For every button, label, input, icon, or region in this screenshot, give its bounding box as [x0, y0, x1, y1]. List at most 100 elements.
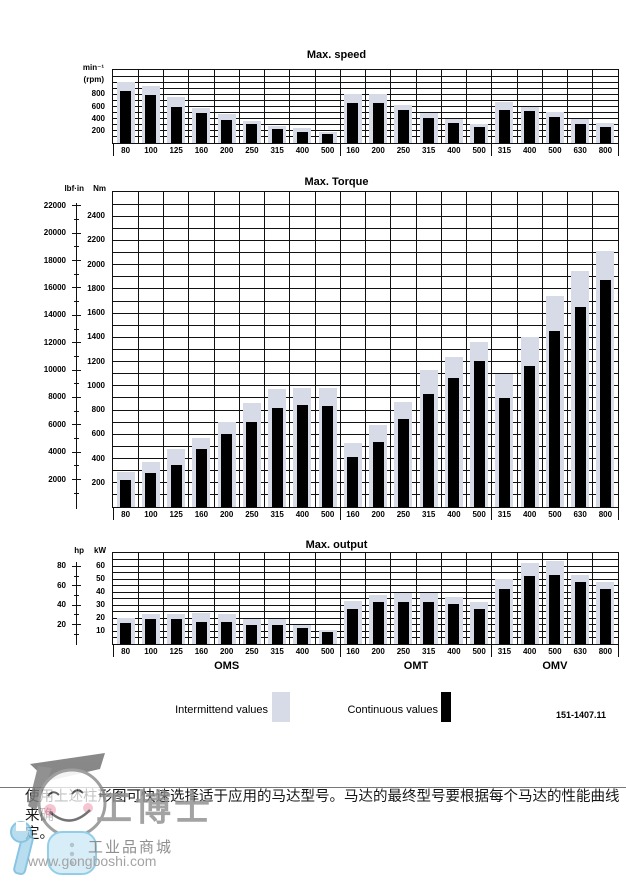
x-tick-label: 315 — [270, 146, 284, 155]
x-tick-label: 250 — [245, 146, 259, 155]
x-tick-label: 250 — [396, 146, 411, 155]
bar-continuous — [473, 361, 485, 507]
bar-continuous — [145, 473, 157, 507]
gridline-v — [213, 70, 215, 143]
y-axis-unit: min⁻¹ — [82, 63, 104, 72]
mascot-cheek-right — [83, 803, 93, 813]
gridline-v — [137, 70, 139, 143]
y-tick-label: 50 — [96, 574, 105, 583]
bar-continuous — [372, 102, 384, 143]
x-tick-label: 125 — [169, 510, 183, 519]
bar-continuous — [195, 621, 207, 644]
gridline-v — [188, 192, 190, 507]
bar-continuous — [120, 623, 132, 644]
x-tick-label: 400 — [295, 146, 310, 155]
y-tick-label: 600 — [91, 101, 105, 111]
x-tick-label: 500 — [472, 647, 486, 656]
bar-continuous — [574, 123, 586, 143]
x-tick-label: 800 — [598, 647, 613, 656]
x-tick-label: 500 — [472, 510, 486, 519]
y-tick-label: 40 — [96, 587, 105, 596]
x-tick-label: 500 — [548, 647, 562, 656]
bar-continuous — [498, 589, 510, 644]
gridline-v — [264, 192, 265, 507]
x-tick-label: 80 — [121, 146, 131, 155]
watermark-logo: 工博士 — [10, 753, 213, 876]
gridline-v — [264, 553, 265, 644]
wrench-icon — [10, 821, 34, 876]
outer-axis-tick — [73, 328, 79, 330]
group-separator — [112, 507, 114, 520]
bar-continuous — [423, 393, 435, 507]
y-tick-label: 60 — [96, 561, 105, 570]
y-tick-label: 800 — [91, 89, 105, 99]
bar-continuous — [195, 448, 207, 507]
mascot-button-2 — [69, 851, 75, 857]
bar-continuous — [170, 464, 182, 507]
outer-tick-label: 60 — [57, 580, 66, 590]
group-separator — [617, 143, 619, 156]
x-tick-label: 500 — [472, 146, 486, 155]
watermark-tagline: 工业品商城 — [88, 839, 174, 856]
outer-axis-tick — [71, 287, 81, 289]
outer-axis-tick — [73, 465, 79, 467]
gridline-v — [238, 192, 240, 507]
outer-axis-tick — [73, 633, 79, 635]
group-separator — [112, 644, 114, 657]
outer-axis-tick — [71, 565, 81, 567]
gridline-v — [213, 553, 215, 644]
y-tick-label: 1400 — [87, 332, 105, 342]
x-tick-label: 500 — [548, 146, 562, 155]
bar-continuous — [120, 91, 132, 143]
x-tick-label: 250 — [245, 647, 259, 656]
outer-axis-tick — [73, 410, 79, 412]
outer-tick-label: 8000 — [48, 392, 66, 402]
outer-tick-label: 20000 — [43, 228, 66, 238]
gridline-v — [264, 70, 265, 143]
x-tick-label: 500 — [320, 510, 335, 519]
chart-frame-2 — [112, 552, 619, 645]
outer-tick-label: 20 — [57, 619, 66, 629]
group-separator — [339, 143, 341, 156]
outer-axis-tick — [71, 604, 81, 606]
group-label-omv: OMV — [542, 660, 568, 672]
outer-tick-label: 40 — [57, 600, 66, 610]
bar-continuous — [549, 575, 561, 644]
x-tick-label: 200 — [219, 647, 234, 656]
outer-axis-tick — [71, 232, 81, 234]
y-tick-label: 20 — [96, 613, 105, 622]
group-label-omt: OMT — [403, 660, 429, 672]
x-tick-label: 125 — [169, 647, 183, 656]
bar-continuous — [524, 366, 536, 507]
x-tick-label: 80 — [121, 647, 131, 656]
chart-frame-1 — [112, 191, 619, 508]
outer-axis-tick — [73, 246, 79, 248]
x-tick-label: 630 — [573, 510, 587, 519]
gridline-v — [567, 70, 568, 143]
x-tick-label: 630 — [573, 647, 587, 656]
gridline-v — [365, 553, 366, 644]
bar-continuous — [145, 619, 157, 644]
group-separator — [112, 143, 114, 156]
bar-continuous — [423, 118, 435, 143]
y-tick-label: 600 — [91, 429, 105, 439]
gridline-v — [314, 553, 316, 644]
outer-axis-tick — [73, 301, 79, 303]
x-tick-label: 500 — [320, 647, 335, 656]
gridline-v — [516, 553, 518, 644]
y-tick-label: 1000 — [87, 380, 105, 390]
gridline-v — [238, 70, 240, 143]
gridline-v — [491, 192, 493, 507]
gridline-v — [491, 70, 493, 143]
outer-axis-tick — [73, 575, 79, 577]
brand-calligraphy: 工博士 — [96, 788, 213, 828]
bar-continuous — [271, 624, 283, 644]
y-axis-unit-outer: hp — [74, 546, 84, 555]
bar-continuous — [599, 280, 611, 507]
bar-continuous — [145, 95, 157, 143]
bar-continuous — [372, 442, 384, 507]
outer-axis-tick — [71, 396, 81, 398]
gridline-v — [390, 70, 392, 143]
bar-continuous — [271, 129, 283, 143]
